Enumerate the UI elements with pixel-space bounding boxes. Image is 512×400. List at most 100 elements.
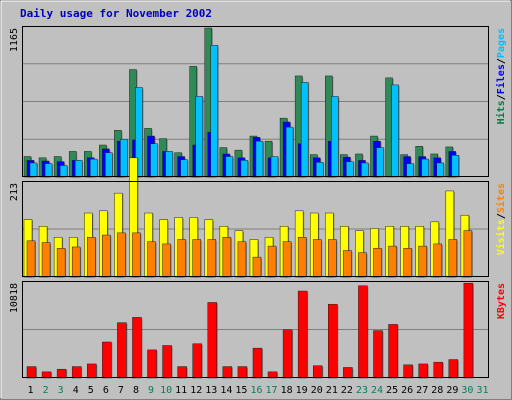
legend-visits-sites: Visits/Sites (495, 183, 507, 255)
bar-pages (346, 161, 354, 178)
bar-pages (225, 156, 234, 178)
bar-sites (177, 239, 186, 278)
x-tick-label: 7 (118, 385, 124, 396)
bar-kbytes (102, 341, 112, 379)
bar-kbytes (388, 324, 398, 379)
x-tick-label: 4 (73, 385, 79, 396)
bar-kbytes (162, 345, 172, 379)
bar-kbytes (358, 285, 368, 379)
bar-sites (282, 241, 292, 278)
bar-kbytes (252, 347, 263, 379)
bar-sites (192, 239, 201, 278)
bar-kbytes (343, 367, 353, 379)
x-tick-label: 16 (250, 385, 262, 396)
bar-sites (26, 240, 36, 278)
x-tick-label: 15 (235, 385, 247, 396)
x-tick-label: 25 (386, 385, 398, 396)
bar-pages (150, 143, 158, 178)
legend-item-visits: Visits (495, 219, 507, 255)
x-tick-label: 8 (133, 385, 139, 396)
bar-sites (297, 237, 307, 278)
x-tick-label: 24 (371, 385, 383, 396)
legend-kbytes: KBytes (496, 283, 507, 319)
bar-sites (358, 252, 367, 278)
bar-kbytes (26, 366, 37, 379)
bar-sites (267, 245, 277, 278)
bar-pages (391, 84, 399, 178)
bar-pages (29, 162, 38, 178)
bar-pages (255, 140, 264, 178)
bar-sites (222, 237, 232, 278)
bar-pages (421, 158, 429, 178)
x-tick-label: 29 (446, 385, 458, 396)
x-tick-label: 3 (58, 385, 64, 396)
x-tick-label: 6 (103, 385, 109, 396)
bar-sites (87, 237, 96, 278)
bar-kbytes (448, 359, 459, 379)
panel-border (22, 26, 489, 177)
x-tick-label: 11 (175, 385, 187, 396)
bar-sites (433, 243, 442, 278)
bar-kbytes (192, 343, 202, 379)
bar-kbytes (132, 317, 142, 379)
x-tick-label: 28 (431, 385, 443, 396)
x-tick-label: 22 (341, 385, 353, 396)
y-max-label: 1165 (9, 28, 20, 52)
bar-sites (132, 232, 141, 278)
bar-kbytes (177, 366, 187, 379)
bar-pages (285, 126, 294, 178)
bar-pages (270, 156, 279, 178)
bar-sites (418, 245, 427, 278)
bar-sites (117, 232, 126, 278)
x-tick-label: 23 (356, 385, 368, 396)
x-tick-label: 13 (205, 385, 217, 396)
panel-border (22, 281, 489, 378)
bar-pages (315, 162, 324, 178)
x-tick-label: 18 (281, 385, 293, 396)
bar-sites (147, 241, 156, 278)
bar-sites (162, 243, 171, 278)
legend-separator: / (496, 213, 507, 219)
bar-kbytes (207, 302, 218, 379)
legend-item-kbytes: KBytes (496, 283, 507, 319)
x-tick-label: 9 (148, 385, 154, 396)
bar-sites (463, 230, 473, 278)
bar-kbytes (147, 349, 157, 379)
x-tick-label: 10 (160, 385, 172, 396)
bar-kbytes (418, 363, 428, 379)
x-tick-label: 17 (266, 385, 278, 396)
bar-kbytes (87, 363, 97, 379)
bar-pages (120, 139, 128, 178)
bar-kbytes (56, 368, 67, 379)
bar-kbytes (297, 290, 308, 379)
chart-title: Daily usage for November 2002 (20, 7, 213, 20)
x-tick-label: 2 (43, 385, 49, 396)
bar-kbytes (282, 329, 293, 379)
x-tick-label: 27 (416, 385, 428, 396)
bar-pages (240, 160, 249, 178)
bar-kbytes (237, 366, 248, 379)
x-tick-label: 31 (476, 385, 488, 396)
bar-kbytes (328, 303, 338, 379)
bar-sites (403, 248, 412, 278)
bar-pages (361, 162, 369, 178)
legend-hits-files-pages: Hits/Files/Pages (495, 28, 507, 124)
x-tick-label: 30 (461, 385, 473, 396)
bar-pages (300, 82, 309, 178)
x-tick-label: 21 (326, 385, 338, 396)
x-tick-label: 20 (311, 385, 323, 396)
bar-pages (74, 160, 83, 178)
bar-kbytes (222, 366, 233, 379)
bar-pages (59, 165, 68, 178)
x-tick-label: 12 (190, 385, 202, 396)
bar-pages (165, 151, 173, 178)
x-tick-label: 26 (401, 385, 413, 396)
bar-pages (90, 158, 98, 178)
bar-pages (331, 96, 339, 178)
bar-kbytes (463, 282, 474, 379)
bar-kbytes (312, 365, 323, 379)
bar-kbytes (403, 364, 413, 379)
x-tick-label: 19 (296, 385, 308, 396)
legend-item-sites: Sites (495, 183, 507, 213)
